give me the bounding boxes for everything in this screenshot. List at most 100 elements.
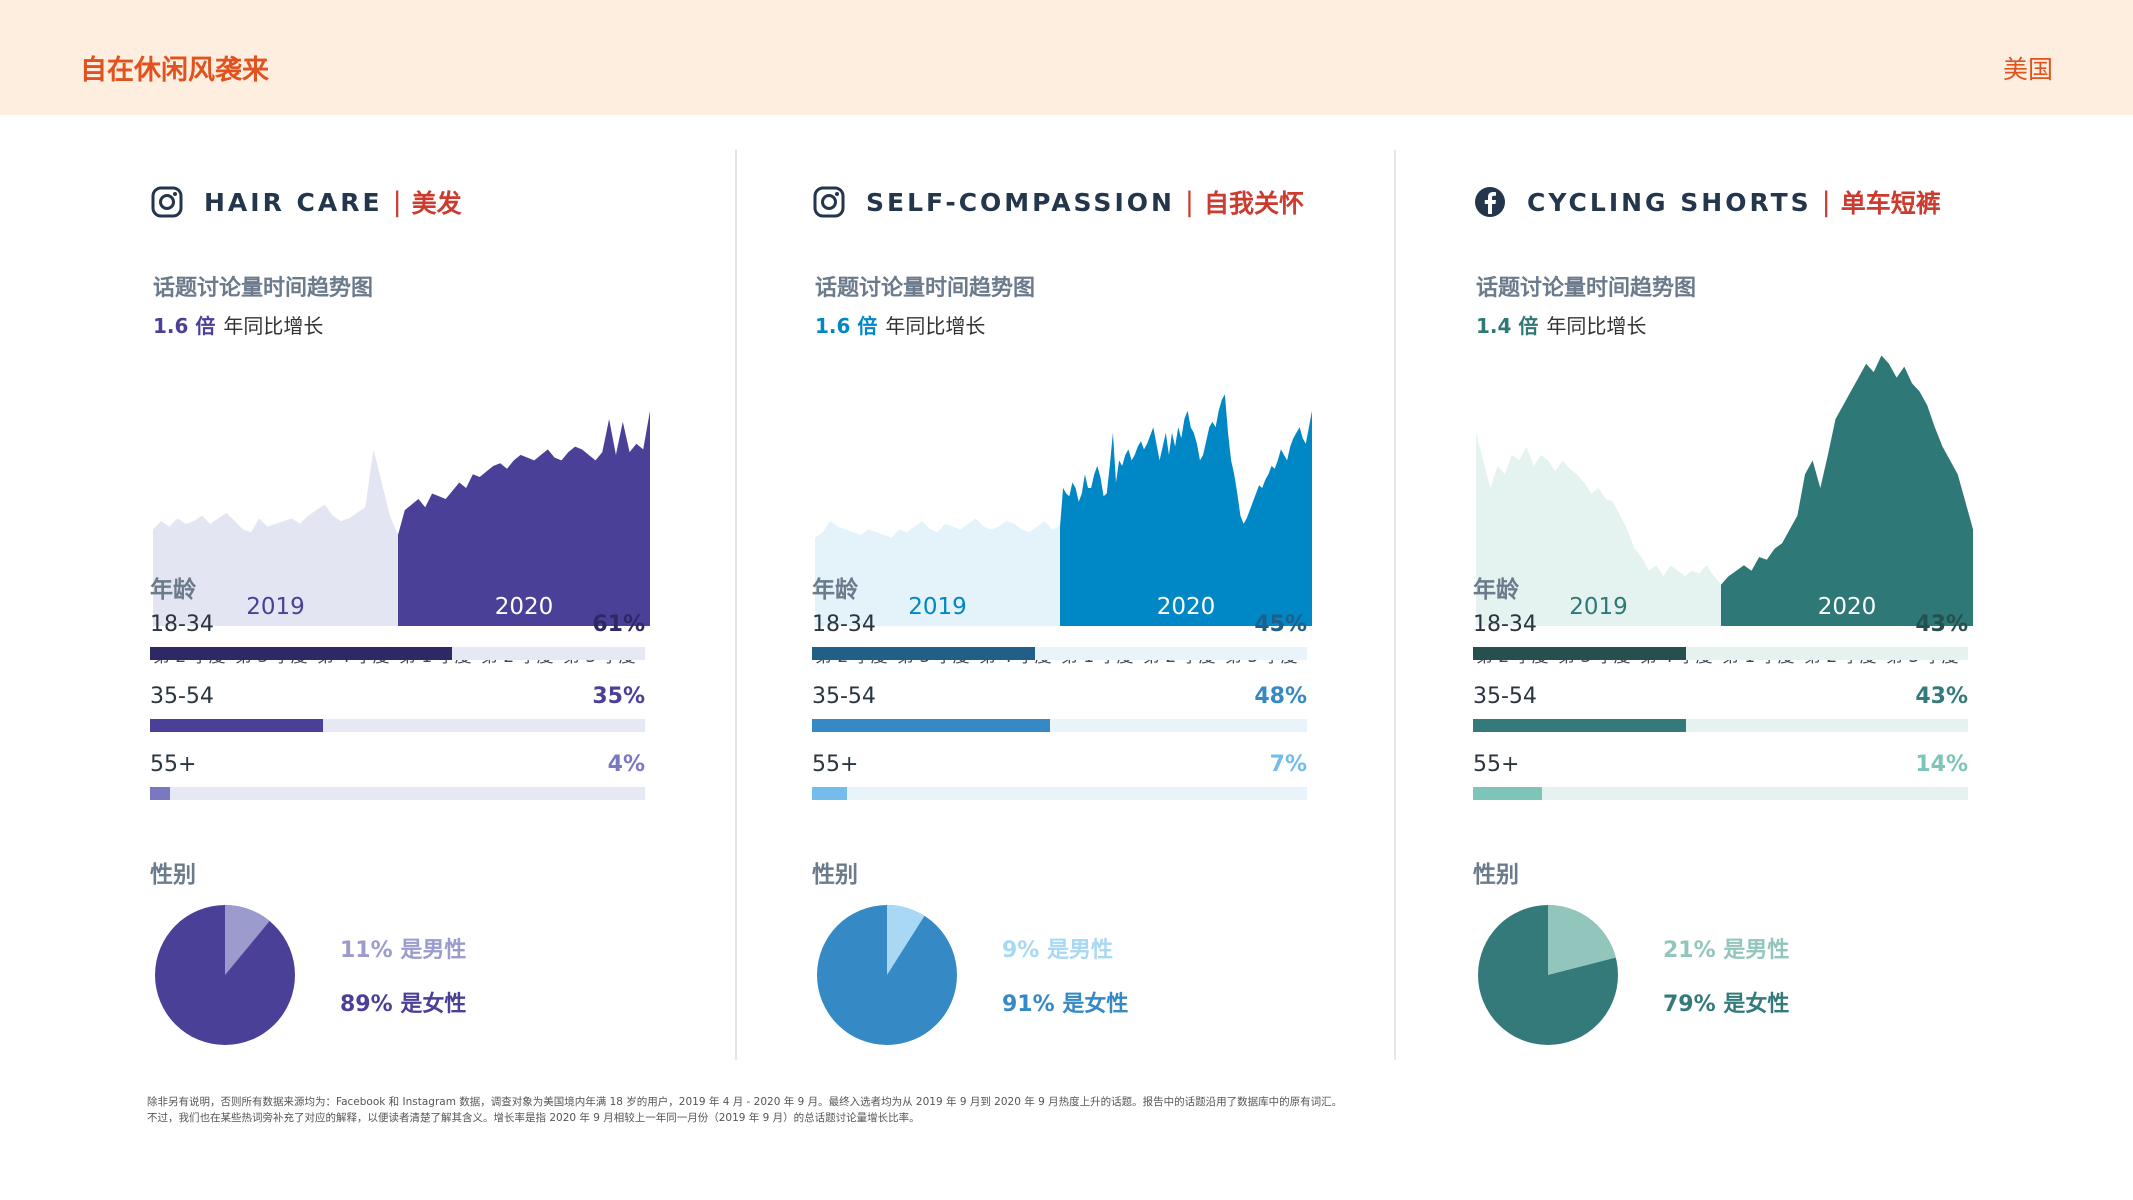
trend-chart: 20192020第 2 季度第 3 季度第 4 季度第 1 季度第 2 季度第 … (1476, 355, 1973, 667)
footnote-line: 除非另有说明，否则所有数据来源均为：Facebook 和 Instagram 数… (147, 1096, 1343, 1108)
age-percent: 14% (1915, 752, 1968, 777)
panel-self-compassion: SELF-COMPASSION | 自我关怀 20192020第 2 季度第 3… (812, 150, 1412, 1060)
area-series-2020 (1721, 355, 1973, 626)
age-bar-track (812, 647, 1307, 660)
age-bar-track (150, 647, 645, 660)
instagram-icon (150, 185, 184, 219)
panel-title: CYCLING SHORTS | 单车短裤 (1473, 182, 1941, 222)
topic-name-cn: 单车短裤 (1840, 189, 1941, 218)
age-section-label: 年龄 (1473, 577, 1519, 603)
gender-pie-chart (155, 905, 295, 1045)
title-separator: | (1184, 186, 1195, 218)
age-percent: 61% (592, 612, 645, 637)
page-title: 自在休闲风袭来 (80, 55, 269, 86)
age-range-label: 35-54 (150, 684, 214, 709)
region-label: 美国 (2002, 55, 2053, 84)
age-bar-track (812, 787, 1307, 800)
female-share-label: 91% 是女性 (1002, 992, 1129, 1017)
age-row: 55+ 4% (150, 752, 645, 812)
title-separator: | (1821, 186, 1831, 218)
age-range-label: 55+ (1473, 752, 1520, 777)
column-divider (1394, 150, 1396, 1060)
age-range-label: 55+ (812, 752, 859, 777)
growth-text: 年同比增长 (1546, 314, 1647, 338)
age-bar-track (1473, 647, 1968, 660)
age-range-label: 18-34 (812, 612, 876, 637)
age-row: 35-54 35% (150, 684, 645, 744)
age-bar-fill (812, 719, 1050, 732)
footnote: 除非另有说明，否则所有数据来源均为：Facebook 和 Instagram 数… (147, 1094, 1342, 1126)
age-percent: 4% (607, 752, 645, 777)
period-label-2019: 2019 (246, 594, 305, 620)
age-row: 35-54 48% (812, 684, 1307, 744)
age-bar-fill (150, 647, 452, 660)
title-separator: | (392, 186, 402, 218)
age-percent: 48% (1254, 684, 1307, 709)
panel-title: HAIR CARE | 美发 (150, 182, 462, 222)
area-series-2019 (1476, 432, 1721, 626)
trend-chart-title: 话题讨论量时间趋势图 (153, 276, 374, 301)
age-row: 55+ 7% (812, 752, 1307, 812)
pie-slice-male (1548, 905, 1616, 975)
age-percent: 45% (1254, 612, 1307, 637)
growth-line: 1.6 倍年同比增长 (815, 310, 985, 339)
trend-chart-title: 话题讨论量时间趋势图 (815, 276, 1036, 301)
age-row: 18-34 43% (1473, 612, 1968, 672)
growth-line: 1.4 倍年同比增长 (1476, 310, 1646, 339)
gender-section-label: 性别 (1473, 862, 1519, 888)
topic-name-en: SELF-COMPASSION (866, 187, 1175, 217)
header-bar: 自在休闲风袭来 美国 (0, 0, 2133, 115)
instagram-icon (812, 185, 846, 219)
age-range-label: 35-54 (1473, 684, 1537, 709)
period-label-2020: 2020 (495, 594, 554, 620)
topic-name-en: CYCLING SHORTS (1527, 187, 1812, 217)
age-bar-fill (1473, 719, 1686, 732)
area-series-2019 (153, 449, 398, 626)
period-label-2019: 2019 (1569, 594, 1628, 620)
column-divider (735, 150, 737, 1060)
male-share-label: 11% 是男性 (340, 938, 467, 963)
age-bar-fill (812, 647, 1035, 660)
growth-text: 年同比增长 (885, 314, 986, 338)
pie-slice-male (225, 905, 270, 975)
panel-hair-care: HAIR CARE | 美发 20192020第 2 季度第 3 季度第 4 季… (150, 150, 750, 1060)
age-range-label: 18-34 (150, 612, 214, 637)
area-series-2020 (1060, 394, 1312, 626)
growth-text: 年同比增长 (223, 314, 324, 338)
period-label-2020: 2020 (1157, 594, 1216, 620)
gender-pie-chart (817, 905, 957, 1045)
age-section-label: 年龄 (812, 577, 858, 603)
growth-multiplier: 1.4 倍 (1476, 314, 1539, 338)
area-series-2019 (815, 518, 1060, 626)
male-share-label: 21% 是男性 (1663, 938, 1790, 963)
age-percent: 35% (592, 684, 645, 709)
topic-name-cn: 美发 (411, 189, 462, 218)
age-bar-fill (150, 719, 324, 732)
panel-cycling-shorts: CYCLING SHORTS | 单车短裤 20192020第 2 季度第 3 … (1473, 150, 2073, 1060)
growth-multiplier: 1.6 倍 (815, 314, 878, 338)
age-bar-fill (150, 787, 170, 800)
growth-multiplier: 1.6 倍 (153, 314, 216, 338)
age-range-label: 18-34 (1473, 612, 1537, 637)
age-bar-fill (812, 787, 847, 800)
footnote-line: 不过，我们也在某些热词旁补充了对应的解释，以便读者清楚了解其含义。增长率是指 2… (147, 1112, 920, 1124)
age-bar-fill (1473, 787, 1543, 800)
area-series-2020 (398, 410, 650, 626)
age-row: 55+ 14% (1473, 752, 1968, 812)
age-row: 35-54 43% (1473, 684, 1968, 744)
period-label-2020: 2020 (1818, 594, 1877, 620)
age-range-label: 55+ (150, 752, 197, 777)
age-percent: 7% (1269, 752, 1307, 777)
gender-section-label: 性别 (812, 862, 858, 888)
age-section-label: 年龄 (150, 577, 196, 603)
age-range-label: 35-54 (812, 684, 876, 709)
period-label-2019: 2019 (908, 594, 967, 620)
facebook-icon (1473, 185, 1507, 219)
age-bar-track (150, 787, 645, 800)
gender-pie-chart (1478, 905, 1618, 1045)
trend-chart-title: 话题讨论量时间趋势图 (1476, 276, 1697, 301)
panel-title: SELF-COMPASSION | 自我关怀 (812, 182, 1304, 222)
pie-slice-male (887, 905, 925, 975)
growth-line: 1.6 倍年同比增长 (153, 310, 323, 339)
age-percent: 43% (1915, 612, 1968, 637)
